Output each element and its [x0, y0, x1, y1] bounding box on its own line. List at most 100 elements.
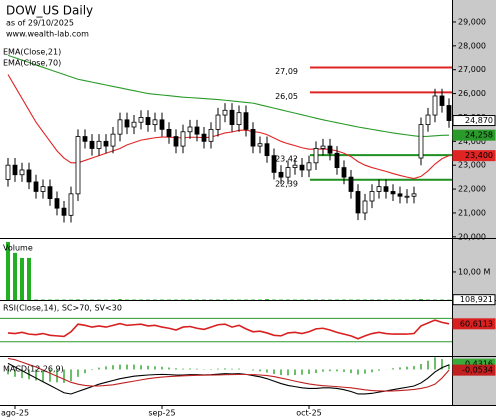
histogram-bar [217, 368, 219, 370]
histogram-bar [259, 369, 261, 372]
value-badge [452, 115, 496, 127]
candle-body [54, 198, 60, 209]
candle-body [166, 128, 172, 137]
y-tick-label: 10,00 M [458, 267, 490, 276]
value-badge-label: 24,870 [465, 116, 493, 125]
candle-body [110, 133, 116, 147]
histogram-bar [280, 369, 282, 375]
histogram-bar [252, 369, 254, 371]
histogram-bar [273, 369, 275, 375]
histogram-bar [168, 367, 170, 370]
histogram-bar [77, 369, 79, 377]
value-badge [452, 294, 496, 306]
histogram-bar [14, 369, 16, 377]
candle-body [103, 140, 109, 147]
histogram-bar [406, 366, 408, 370]
histogram-bar [287, 369, 289, 376]
candle-body [264, 143, 270, 157]
candle-body [383, 186, 389, 192]
histogram-bar [112, 365, 114, 370]
value-badge-label: 60,6113 [460, 319, 493, 328]
histogram-bar [98, 367, 100, 370]
candle-body [411, 193, 417, 197]
histogram-bar [175, 368, 177, 370]
value-badge-label: 23,400 [465, 151, 493, 160]
candle-body [278, 171, 284, 178]
histogram-bar [399, 367, 401, 370]
histogram-bar [371, 369, 373, 373]
histogram-bar [336, 369, 338, 372]
y-tick-label: 29,000 [458, 17, 486, 26]
histogram-bar [266, 369, 268, 373]
candle-body [425, 114, 431, 126]
histogram-bar [161, 366, 163, 370]
candle-body [243, 112, 249, 130]
candle-body [152, 119, 158, 126]
candle-body [271, 155, 277, 173]
histogram-bar [182, 368, 184, 370]
candle-body [138, 117, 144, 123]
y-tick-label: 21,000 [458, 208, 486, 217]
candle-body [348, 176, 354, 192]
histogram-bar [49, 369, 51, 382]
legend-entry: EMA(Close,21) [3, 48, 61, 57]
candle-body [355, 191, 361, 214]
histogram-bar [301, 369, 303, 375]
volume-bar [76, 299, 80, 300]
candle-body [334, 152, 340, 168]
panel-title: MACD(12,26,9) [3, 365, 64, 374]
level-label: 22,39 [275, 179, 298, 188]
histogram-bar [238, 368, 240, 370]
candle-body [376, 186, 382, 192]
candle-body [292, 164, 298, 168]
histogram-bar [84, 369, 86, 374]
x-tick-label: ago-25 [1, 409, 29, 418]
source: www.wealth-lab.com [6, 30, 89, 39]
value-badge [452, 318, 496, 330]
candle-body [5, 164, 11, 180]
y-tick-label: 23,000 [458, 161, 486, 170]
histogram-bar [308, 369, 310, 375]
candle-body [369, 191, 375, 202]
histogram-bar [140, 365, 142, 370]
value-badge-label: 108,921 [460, 295, 493, 304]
level-label: 26,05 [275, 92, 298, 101]
y-tick-label: 20,000 [458, 232, 486, 241]
axis-column [452, 0, 496, 405]
candle-body [89, 140, 95, 149]
histogram-bar [420, 363, 422, 370]
histogram-bar [189, 368, 191, 370]
panel-title: RSI(Close,14), SC>70, SV<30 [3, 304, 122, 313]
histogram-bar [21, 369, 23, 379]
candle-body [390, 191, 396, 195]
histogram-bar [441, 359, 443, 370]
candle-body [75, 136, 81, 195]
histogram-bar [7, 369, 9, 375]
histogram-bar [42, 369, 44, 382]
candle-body [19, 169, 25, 176]
candle-body [68, 193, 74, 216]
macd-line [7, 362, 450, 395]
volume-bar [13, 252, 17, 300]
histogram-bar [126, 364, 128, 370]
rsi-line [7, 319, 450, 340]
candle-body [47, 186, 53, 200]
candle-body [124, 119, 130, 128]
candle-body [159, 119, 165, 130]
volume-bar [27, 257, 31, 300]
histogram-bar [154, 366, 156, 370]
histogram-bar [147, 365, 149, 370]
histogram-bar [231, 368, 233, 370]
candle-body [173, 136, 179, 147]
candle-body [362, 200, 368, 214]
candle-body [439, 95, 445, 106]
histogram-bar [378, 369, 380, 371]
histogram-bar [63, 369, 65, 383]
candle-body [313, 148, 319, 164]
candle-body [299, 164, 305, 171]
candle-body [446, 105, 452, 121]
candle-body [236, 112, 242, 126]
candle-body [61, 207, 67, 216]
chart-title: DOW_US Daily [6, 4, 93, 18]
